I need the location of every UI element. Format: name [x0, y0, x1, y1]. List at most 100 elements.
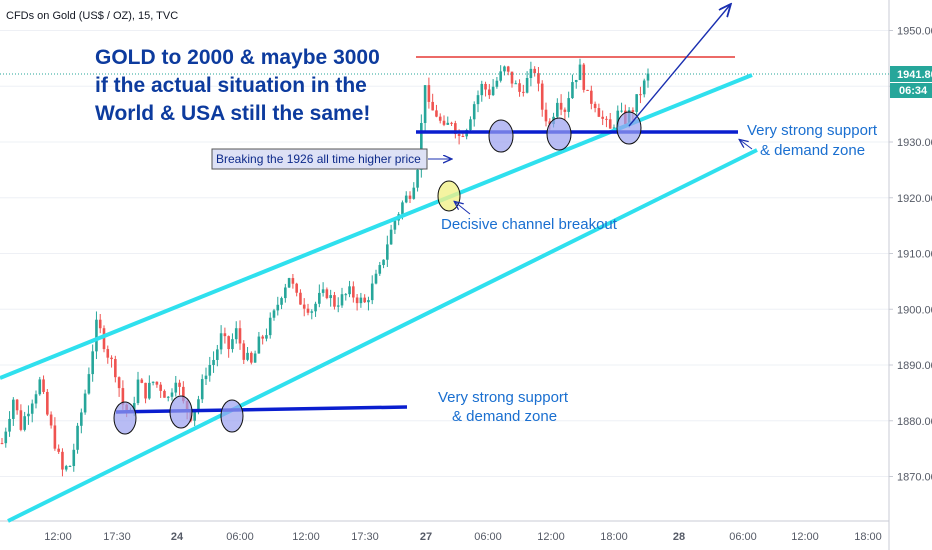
- countdown-tag: [890, 83, 932, 98]
- candle-body: [567, 98, 570, 112]
- candle-body: [42, 379, 45, 392]
- time-tick-label: 06:00: [226, 531, 254, 543]
- price-tick-label: 1870.00: [897, 472, 932, 484]
- support-touch-circle[interactable]: [113, 401, 137, 435]
- candle-body: [431, 101, 434, 111]
- candle-body: [336, 305, 340, 307]
- candle-body: [91, 351, 94, 375]
- symbol-title[interactable]: CFDs on Gold (US$ / OZ), 15, TVC: [6, 10, 178, 22]
- time-axis[interactable]: 12:00 17:30 24 06:00 12:00 17:30 27 06:00 12:00 1…: [44, 531, 882, 543]
- price-axis[interactable]: 1870.00 1880.00 1890.00 1900.00 1910.00 1920.…: [889, 26, 932, 484]
- candle-body: [321, 289, 325, 293]
- time-tick-label: 24: [171, 531, 184, 543]
- support-touch-circle[interactable]: [220, 399, 244, 433]
- candlestick-series: [0, 58, 650, 477]
- support-line-lower[interactable]: [115, 405, 408, 414]
- candle-body: [204, 375, 208, 380]
- candle-body: [427, 85, 431, 102]
- support-touch-circle[interactable]: [169, 395, 193, 429]
- headline-line-3: World & USA still the same!: [95, 102, 370, 125]
- candle-body: [302, 304, 306, 309]
- candle-body: [597, 108, 601, 117]
- candle-body: [234, 328, 238, 340]
- candle-body: [446, 122, 450, 125]
- candle-body: [386, 244, 389, 260]
- candle-body: [197, 399, 200, 410]
- candle-body: [151, 381, 155, 383]
- candle-body: [529, 68, 533, 78]
- candle-body: [219, 333, 223, 350]
- candle-body: [15, 399, 19, 411]
- candle-body: [642, 80, 646, 95]
- candle-body: [476, 95, 480, 105]
- breakout-circle[interactable]: [437, 180, 461, 212]
- candle-body: [110, 357, 113, 360]
- candle-body: [537, 73, 540, 84]
- candle-body: [268, 317, 272, 336]
- price-tick-label: 1950.00: [897, 26, 932, 38]
- candle-body: [533, 68, 536, 74]
- candle-body: [261, 336, 264, 339]
- candle-body: [250, 352, 253, 363]
- support-touch-circle[interactable]: [488, 119, 514, 153]
- target-arrow[interactable]: [628, 5, 730, 127]
- support-touch-circle[interactable]: [546, 117, 572, 151]
- candle-body: [416, 169, 419, 188]
- candle-body: [499, 71, 502, 81]
- candle-body: [46, 391, 49, 415]
- candle-body: [212, 359, 215, 366]
- support-upper-label-line-2: & demand zone: [760, 142, 865, 159]
- candle-body: [117, 377, 121, 389]
- candle-body: [114, 359, 117, 378]
- candle-body: [253, 353, 257, 363]
- candle-body: [355, 297, 359, 304]
- time-tick-label: 06:00: [729, 531, 757, 543]
- candle-body: [280, 298, 283, 305]
- candle-body: [144, 382, 147, 399]
- candle-body: [333, 295, 336, 307]
- candle-body: [420, 122, 423, 170]
- last-price-tag[interactable]: [890, 66, 932, 82]
- candle-body: [140, 379, 144, 383]
- support-lower-label-line-2: & demand zone: [452, 408, 557, 425]
- candle-body: [12, 399, 15, 419]
- candle-body: [287, 278, 291, 288]
- candle-body: [593, 103, 597, 109]
- candle-body: [412, 187, 416, 199]
- price-tick-label: 1890.00: [897, 360, 932, 372]
- candle-body: [155, 381, 159, 385]
- time-tick-label: 06:00: [474, 531, 502, 543]
- candle-body: [34, 394, 38, 404]
- candle-body: [518, 83, 521, 92]
- channel-lower-line[interactable]: [7, 148, 758, 523]
- breakout-label-box: [211, 148, 428, 170]
- candle-body: [295, 283, 298, 293]
- candle-body: [325, 289, 329, 299]
- candle-body: [601, 116, 604, 119]
- candle-body: [310, 311, 314, 313]
- candle-body: [299, 292, 302, 305]
- candle-body: [461, 135, 465, 137]
- support-zone-arrow: [740, 140, 753, 150]
- candle-body: [359, 297, 363, 304]
- candle-body: [291, 278, 295, 284]
- candle-body: [559, 102, 563, 110]
- support-touch-circle[interactable]: [616, 111, 642, 145]
- channel-breakout-arrow: [455, 202, 471, 215]
- candle-body: [170, 392, 174, 397]
- breakout-label: Breaking the 1926 all time higher price: [216, 152, 421, 166]
- candle-body: [510, 71, 514, 84]
- candle-body: [257, 336, 261, 354]
- candle-body: [344, 294, 348, 296]
- candle-body: [590, 90, 593, 104]
- candle-body: [182, 386, 185, 402]
- candle-body: [495, 80, 499, 87]
- time-tick-label: 17:30: [103, 531, 131, 543]
- candle-body: [106, 349, 110, 358]
- price-tick-label: 1900.00: [897, 304, 932, 316]
- candle-body: [370, 283, 374, 301]
- candle-body: [605, 118, 608, 120]
- candle-body: [525, 77, 529, 93]
